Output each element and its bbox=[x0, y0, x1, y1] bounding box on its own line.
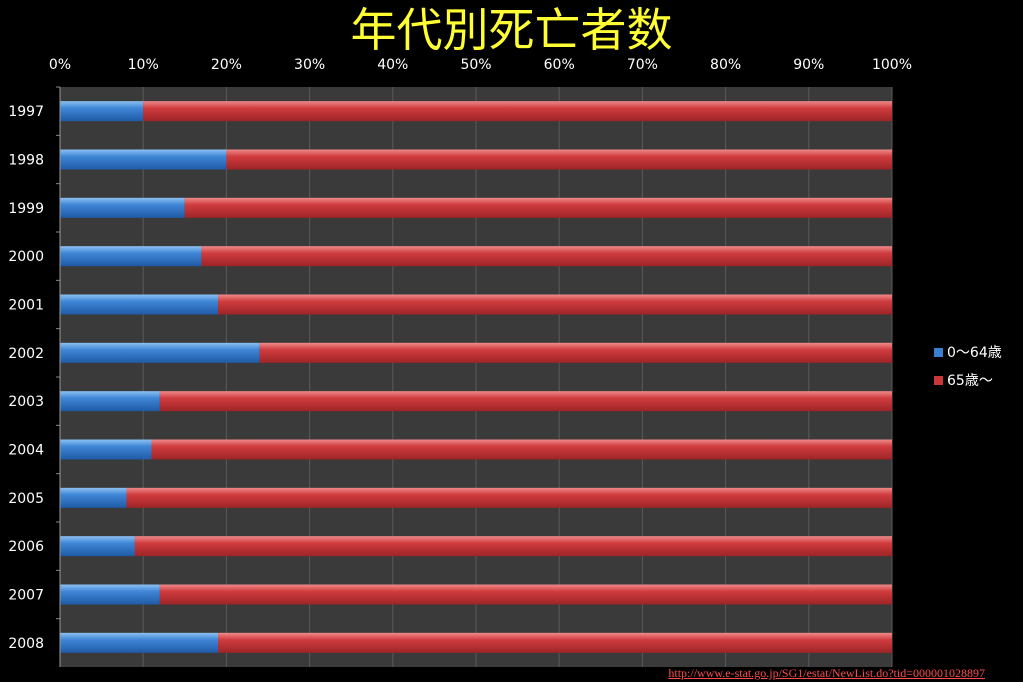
bar-segment-young bbox=[60, 342, 260, 363]
x-tick-label: 40% bbox=[377, 57, 408, 73]
bar-segment-young bbox=[60, 149, 227, 170]
bar-segment-young bbox=[60, 391, 160, 412]
y-tick-label: 2003 bbox=[8, 394, 44, 410]
legend-item-old: 65歳〜 bbox=[934, 370, 993, 390]
bar-segment-young bbox=[60, 294, 219, 315]
bar-segment-old bbox=[159, 584, 893, 605]
x-tick-label: 20% bbox=[211, 57, 242, 73]
legend-swatch-blue bbox=[934, 347, 943, 357]
x-tick-label: 90% bbox=[793, 57, 824, 73]
y-tick-label: 2007 bbox=[8, 588, 44, 604]
legend-swatch-red bbox=[934, 375, 943, 385]
bar-segment-young bbox=[60, 197, 185, 218]
bar-segment-young bbox=[60, 584, 160, 605]
legend-item-young: 0〜64歳 bbox=[934, 342, 1002, 362]
bar-segment-young bbox=[60, 439, 152, 460]
x-tick-label: 60% bbox=[544, 57, 575, 73]
bar-segment-young bbox=[60, 487, 127, 508]
bar-segment-old bbox=[134, 536, 892, 557]
bar-segment-old bbox=[218, 632, 892, 653]
bar-segment-young bbox=[60, 632, 219, 653]
x-tick-label: 30% bbox=[294, 57, 325, 73]
bar-segment-old bbox=[159, 391, 893, 412]
y-tick-label: 1997 bbox=[8, 104, 44, 120]
y-tick-label: 2002 bbox=[8, 346, 44, 362]
x-tick-label: 100% bbox=[872, 57, 912, 73]
y-tick-label: 2004 bbox=[8, 443, 44, 459]
bar-segment-old bbox=[126, 487, 892, 508]
x-tick-label: 80% bbox=[710, 57, 741, 73]
bar-segment-old bbox=[143, 101, 892, 122]
source-link[interactable]: http://www.e-stat.go.jp/SG1/estat/NewLis… bbox=[668, 666, 985, 680]
bar-segment-old bbox=[218, 294, 892, 315]
legend-label-young: 0〜64歳 bbox=[947, 345, 1002, 361]
bar-segment-young bbox=[60, 101, 144, 122]
y-tick-label: 1999 bbox=[8, 201, 44, 217]
x-tick-label: 0% bbox=[49, 57, 71, 73]
bar-segment-old bbox=[184, 197, 893, 218]
legend-label-old: 65歳〜 bbox=[947, 373, 993, 389]
y-tick-label: 2008 bbox=[8, 636, 44, 652]
x-tick-label: 10% bbox=[128, 57, 159, 73]
bar-segment-young bbox=[60, 536, 135, 557]
x-tick-label: 50% bbox=[460, 57, 491, 73]
chart-title: 年代別死亡者数 bbox=[350, 3, 673, 57]
bar-segment-old bbox=[151, 439, 892, 460]
y-tick-label: 1998 bbox=[8, 153, 44, 169]
y-tick-label: 2006 bbox=[8, 539, 44, 555]
y-tick-label: 2001 bbox=[8, 298, 44, 314]
bar-segment-old bbox=[259, 342, 892, 363]
bar-segment-old bbox=[201, 246, 892, 267]
bar-segment-young bbox=[60, 246, 202, 267]
x-tick-label: 70% bbox=[627, 57, 658, 73]
y-tick-label: 2005 bbox=[8, 491, 44, 507]
y-tick-label: 2000 bbox=[8, 249, 44, 265]
bar-segment-old bbox=[226, 149, 892, 170]
